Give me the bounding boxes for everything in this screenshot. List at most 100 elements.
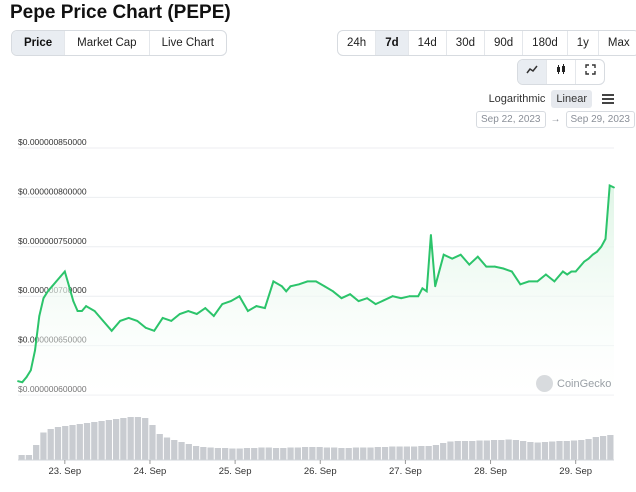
volume-bar xyxy=(512,440,520,460)
price-point xyxy=(553,280,556,283)
price-point xyxy=(434,285,437,288)
price-point xyxy=(178,313,181,315)
volume-bar xyxy=(91,422,98,460)
volume-bar xyxy=(418,446,425,460)
range-30d-button[interactable]: 30d xyxy=(447,31,485,55)
volume-bar xyxy=(360,447,367,460)
volume-bar xyxy=(447,441,454,460)
date-from-input[interactable]: Sep 22, 2023 xyxy=(476,111,546,128)
volume-bar xyxy=(185,444,192,460)
price-point xyxy=(608,184,611,187)
range-max-button[interactable]: Max xyxy=(607,37,630,49)
volume-bar xyxy=(236,448,243,460)
price-point xyxy=(281,285,283,288)
price-point xyxy=(34,349,36,352)
price-point xyxy=(68,285,70,288)
volume-bar xyxy=(192,446,200,460)
price-point xyxy=(562,270,564,273)
volume-bar xyxy=(461,441,469,460)
x-tick-label: 25. Sep xyxy=(219,466,252,477)
coingecko-watermark: CoinGecko xyxy=(536,375,611,392)
volume-bar xyxy=(54,427,62,460)
price-area-fill xyxy=(18,185,614,395)
logarithmic-option[interactable]: Logarithmic xyxy=(488,93,546,105)
coingecko-logo-icon xyxy=(536,375,553,392)
range-180d-button[interactable]: 180d xyxy=(523,31,568,55)
range-1y-button[interactable]: 1y xyxy=(568,31,599,55)
volume-bar xyxy=(592,437,599,460)
x-tick-label: 27. Sep xyxy=(389,466,422,477)
line-chart-button[interactable] xyxy=(518,60,547,84)
volume-bar xyxy=(156,434,163,460)
scale-selector: Logarithmic Linear xyxy=(489,90,614,108)
price-point xyxy=(583,260,586,263)
price-point xyxy=(85,305,88,307)
price-point xyxy=(80,310,83,312)
price-point xyxy=(46,290,49,293)
tab-market-cap[interactable]: Market Cap xyxy=(65,31,150,55)
fullscreen-button[interactable] xyxy=(576,60,604,84)
date-to-input[interactable]: Sep 29, 2023 xyxy=(565,111,635,128)
date-arrow: → xyxy=(550,114,561,125)
price-point xyxy=(229,300,232,303)
price-point xyxy=(536,280,539,283)
price-point xyxy=(570,270,573,273)
menu-icon[interactable] xyxy=(602,92,614,106)
candlestick-button[interactable] xyxy=(547,60,576,84)
price-point xyxy=(212,315,215,317)
volume-bar xyxy=(469,441,476,460)
x-tick-label: 24. Sep xyxy=(134,466,167,477)
volume-bar xyxy=(432,445,440,460)
watermark-text: CoinGecko xyxy=(557,377,612,390)
tab-price[interactable]: Price xyxy=(12,31,66,55)
price-point xyxy=(357,300,360,303)
volume-bar xyxy=(47,429,54,460)
volume-bar xyxy=(490,440,498,460)
price-point xyxy=(127,317,130,319)
price-point xyxy=(221,303,224,306)
volume-bar xyxy=(149,425,156,460)
volume-bar xyxy=(258,447,265,460)
range-7d-button[interactable]: 7d xyxy=(376,31,409,55)
price-point xyxy=(264,307,266,309)
price-point xyxy=(476,255,479,258)
volume-bar xyxy=(287,447,294,460)
price-point xyxy=(366,297,368,300)
price-point xyxy=(587,257,590,260)
range-90d-button[interactable]: 90d xyxy=(485,31,524,55)
price-point xyxy=(102,320,105,322)
volume-bar xyxy=(120,418,127,460)
volume-bar xyxy=(83,423,91,460)
volume-bar xyxy=(331,447,338,460)
volume-bar xyxy=(599,436,607,460)
price-point xyxy=(298,283,300,286)
volume-bar xyxy=(280,448,287,460)
volume-bar xyxy=(40,432,47,460)
range-24h-button[interactable]: 24h xyxy=(338,31,377,55)
volume-bar xyxy=(338,448,345,460)
volume-bar xyxy=(374,447,381,460)
volume-bar xyxy=(541,442,549,460)
volume-bar xyxy=(105,420,112,460)
price-point xyxy=(544,273,547,276)
volume-bar xyxy=(527,442,534,460)
price-point xyxy=(340,297,343,300)
price-point xyxy=(332,290,334,293)
volume-bar xyxy=(403,446,410,460)
volume-bar xyxy=(76,424,83,460)
volume-bar xyxy=(163,437,171,460)
price-point xyxy=(579,265,581,268)
price-point xyxy=(187,310,190,312)
price-point xyxy=(315,280,317,283)
volume-bar xyxy=(585,439,592,460)
y-tick-label: $0.000000850000 xyxy=(18,137,87,147)
tab-live-chart[interactable]: Live Chart xyxy=(161,37,214,49)
price-point xyxy=(59,275,62,278)
volume-bar xyxy=(272,448,280,460)
linear-option[interactable]: Linear xyxy=(551,90,592,108)
volume-bar xyxy=(25,455,33,460)
price-line xyxy=(17,183,615,384)
range-14d-button[interactable]: 14d xyxy=(409,31,447,55)
volume-bar xyxy=(200,447,207,460)
volume-bar xyxy=(207,447,214,460)
